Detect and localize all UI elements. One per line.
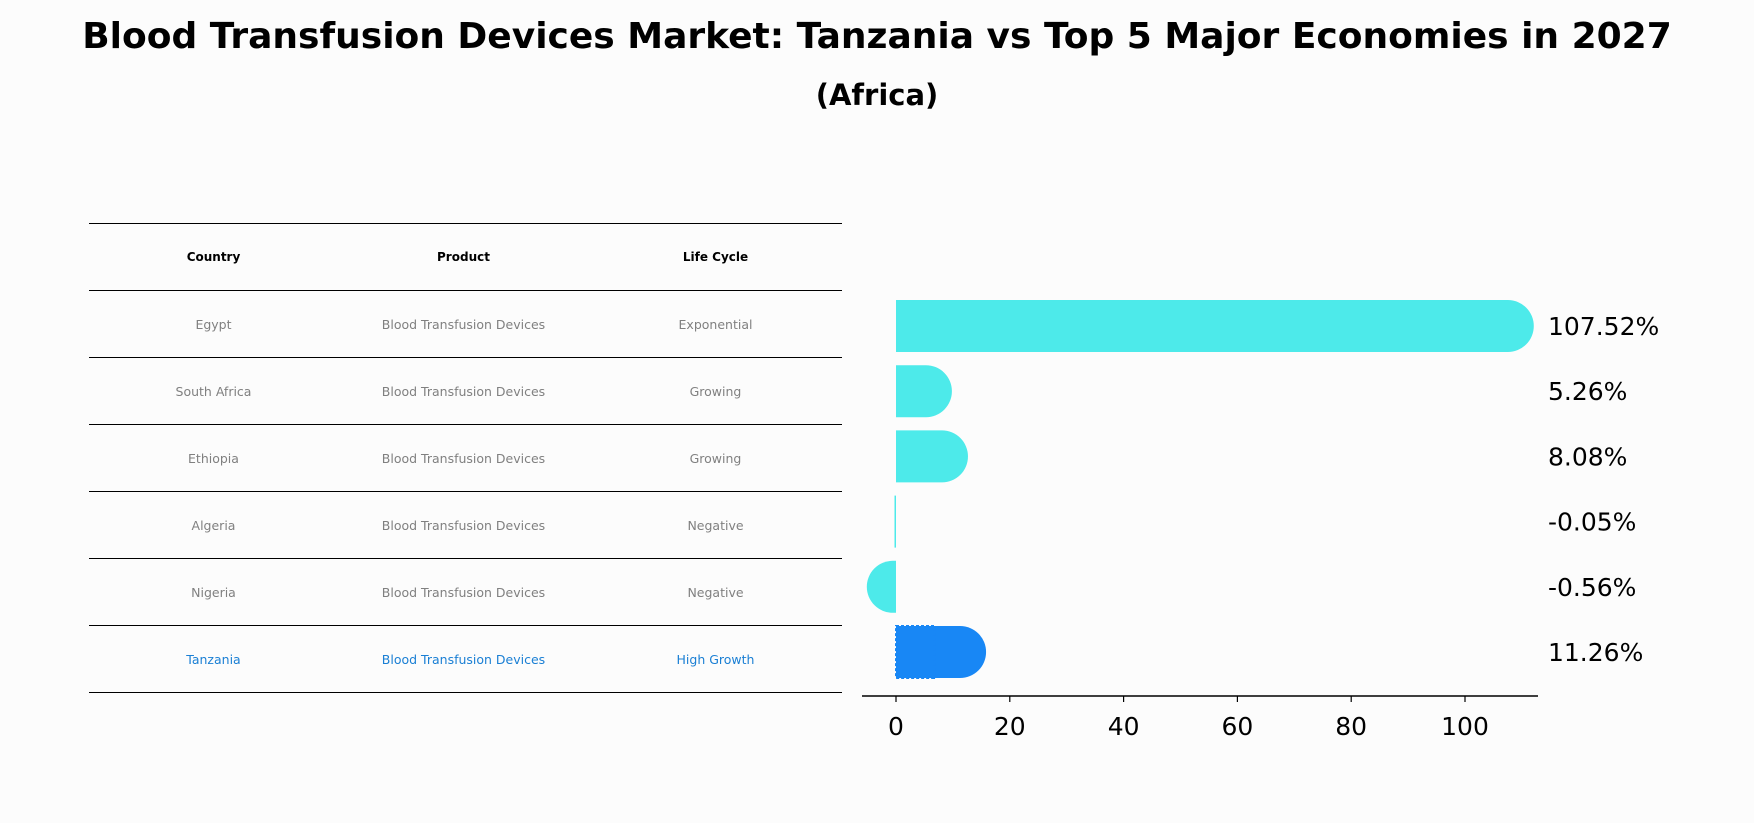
cell-product: Blood Transfusion Devices xyxy=(338,290,589,358)
x-tick-label-4: 80 xyxy=(1335,712,1367,741)
cell-life-cycle: Exponential xyxy=(589,290,842,358)
value-label-4: -0.56% xyxy=(1548,573,1636,602)
bar-5 xyxy=(896,626,987,678)
header-country: Country xyxy=(89,223,338,291)
table-row: Ethiopia Blood Transfusion Devices Growi… xyxy=(89,424,842,492)
table-row: Egypt Blood Transfusion Devices Exponent… xyxy=(89,290,842,358)
bar-3 xyxy=(894,495,896,548)
chart-subtitle: (Africa) xyxy=(815,78,939,112)
x-tick-label-0: 0 xyxy=(888,712,904,741)
cell-country: Algeria xyxy=(89,491,338,559)
value-label-1: 5.26% xyxy=(1548,377,1627,406)
value-label-3: -0.05% xyxy=(1548,508,1636,537)
value-label-2: 8.08% xyxy=(1548,442,1627,471)
table-row: South Africa Blood Transfusion Devices G… xyxy=(89,357,842,425)
x-tick-label-1: 20 xyxy=(994,712,1026,741)
cell-life-cycle: Negative xyxy=(589,491,842,559)
table-row-highlight: Tanzania Blood Transfusion Devices High … xyxy=(89,625,842,693)
cell-country: Ethiopia xyxy=(89,424,338,492)
x-tick-label-5: 100 xyxy=(1441,712,1489,741)
cell-life-cycle: High Growth xyxy=(589,625,842,693)
bar-2 xyxy=(896,430,968,483)
table-row: Algeria Blood Transfusion Devices Negati… xyxy=(89,491,842,559)
cell-product: Blood Transfusion Devices xyxy=(338,424,589,492)
x-tick-label-3: 60 xyxy=(1221,712,1253,741)
cell-product: Blood Transfusion Devices xyxy=(338,491,589,559)
value-label-0: 107.52% xyxy=(1548,312,1659,341)
cell-product: Blood Transfusion Devices xyxy=(338,357,589,425)
cell-country: Egypt xyxy=(89,290,338,358)
cell-country: Tanzania xyxy=(89,625,338,693)
cell-life-cycle: Negative xyxy=(589,558,842,626)
cell-life-cycle: Growing xyxy=(589,424,842,492)
country-table: Country Product Life Cycle Egypt Blood T… xyxy=(89,223,842,693)
x-tick-label-2: 40 xyxy=(1108,712,1140,741)
bar-1 xyxy=(896,365,952,418)
header-life-cycle: Life Cycle xyxy=(589,223,842,291)
chart-title: Blood Transfusion Devices Market: Tanzan… xyxy=(82,16,1672,57)
cell-country: South Africa xyxy=(89,357,338,425)
cell-life-cycle: Growing xyxy=(589,357,842,425)
table-row: Nigeria Blood Transfusion Devices Negati… xyxy=(89,558,842,626)
cell-product: Blood Transfusion Devices xyxy=(338,558,589,626)
bar-0 xyxy=(896,300,1534,352)
bar-4 xyxy=(866,560,896,613)
value-label-5: 11.26% xyxy=(1548,638,1643,667)
table-header-row: Country Product Life Cycle xyxy=(89,223,842,291)
cell-country: Nigeria xyxy=(89,558,338,626)
cell-product: Blood Transfusion Devices xyxy=(338,625,589,693)
header-product: Product xyxy=(338,223,589,291)
